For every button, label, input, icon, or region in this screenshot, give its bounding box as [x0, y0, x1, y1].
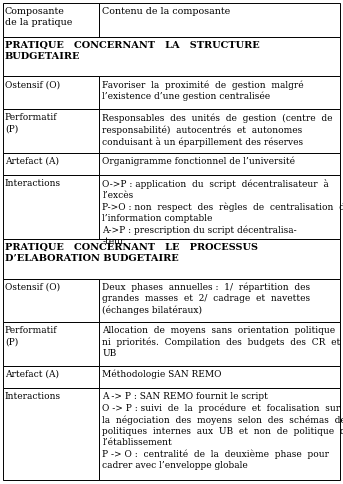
Text: Contenu de la composante: Contenu de la composante [102, 7, 230, 16]
Bar [3, 323, 99, 366]
Text: Méthodologie SAN REMO: Méthodologie SAN REMO [102, 369, 222, 378]
Text: O->P : application  du  script  décentralisateur  à
l’excès
P->O : non  respect : O->P : application du script décentralis… [102, 179, 343, 245]
Text: Ostensif (O): Ostensif (O) [5, 282, 60, 291]
Bar [3, 38, 340, 77]
Bar [99, 77, 340, 110]
Bar [3, 154, 99, 176]
Bar [3, 77, 99, 110]
Text: Performatif
(P): Performatif (P) [5, 113, 57, 133]
Bar [3, 279, 99, 323]
Text: PRATIQUE   CONCERNANT   LE   PROCESSUS
D’ELABORATION BUDGETAIRE: PRATIQUE CONCERNANT LE PROCESSUS D’ELABO… [5, 242, 258, 263]
Bar [99, 388, 340, 480]
Bar [99, 323, 340, 366]
Text: Allocation  de  moyens  sans  orientation  politique
ni  priorités.  Compilation: Allocation de moyens sans orientation po… [102, 326, 341, 357]
Bar [99, 154, 340, 176]
Bar [99, 110, 340, 154]
Text: Artefact (A): Artefact (A) [5, 157, 59, 166]
Text: Responsables  des  unités  de  gestion  (centre  de
responsabilité)  autocentrés: Responsables des unités de gestion (cent… [102, 113, 333, 147]
Text: Interactions: Interactions [5, 179, 61, 188]
Text: Organigramme fonctionnel de l’université: Organigramme fonctionnel de l’université [102, 157, 295, 166]
Text: Favoriser  la  proximité  de  gestion  malgré
l’existence d’une gestion centrali: Favoriser la proximité de gestion malgré… [102, 80, 304, 101]
Bar [3, 388, 99, 480]
Text: Deux  phases  annuelles :  1/  répartition  des
grandes  masses  et  2/  cadrage: Deux phases annuelles : 1/ répartition d… [102, 282, 310, 315]
Bar [3, 4, 99, 38]
Bar [99, 366, 340, 388]
Text: Artefact (A): Artefact (A) [5, 369, 59, 378]
Text: A -> P : SAN REMO fournit le script
O -> P : suivi  de  la  procédure  et  focal: A -> P : SAN REMO fournit le script O ->… [102, 391, 343, 469]
Bar [3, 176, 99, 240]
Bar [99, 176, 340, 240]
Bar [99, 279, 340, 323]
Bar [3, 110, 99, 154]
Text: Interactions: Interactions [5, 391, 61, 400]
Text: Composante
de la pratique: Composante de la pratique [5, 7, 72, 27]
Text: Ostensif (O): Ostensif (O) [5, 80, 60, 89]
Bar [3, 240, 340, 279]
Bar [99, 4, 340, 38]
Text: Performatif
(P): Performatif (P) [5, 326, 57, 346]
Bar [3, 366, 99, 388]
Text: PRATIQUE   CONCERNANT   LA   STRUCTURE
BUDGETAIRE: PRATIQUE CONCERNANT LA STRUCTURE BUDGETA… [5, 41, 260, 60]
